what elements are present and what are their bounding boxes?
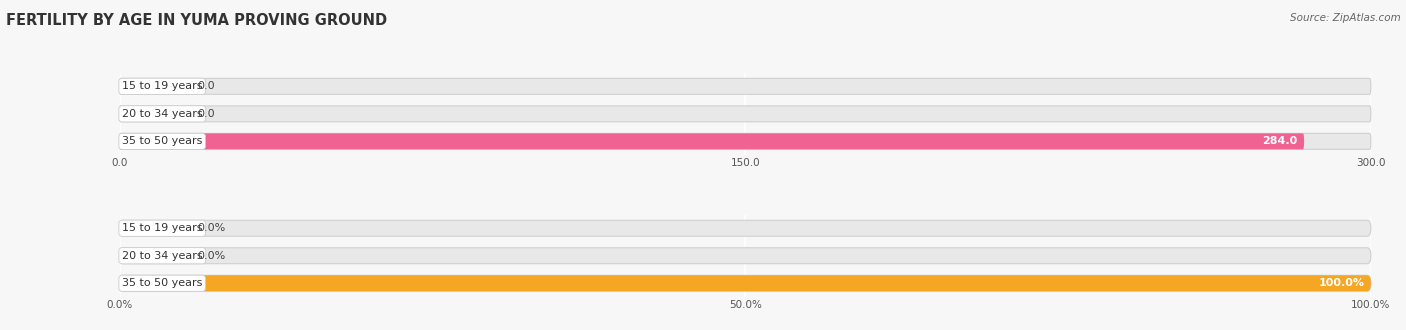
Text: 35 to 50 years: 35 to 50 years bbox=[122, 136, 202, 146]
Text: 20 to 34 years: 20 to 34 years bbox=[122, 109, 202, 119]
FancyBboxPatch shape bbox=[120, 220, 183, 236]
Text: 0.0%: 0.0% bbox=[197, 223, 225, 233]
FancyBboxPatch shape bbox=[120, 133, 1305, 149]
Text: 15 to 19 years: 15 to 19 years bbox=[122, 223, 202, 233]
FancyBboxPatch shape bbox=[120, 133, 1371, 149]
FancyBboxPatch shape bbox=[120, 248, 1371, 264]
Text: FERTILITY BY AGE IN YUMA PROVING GROUND: FERTILITY BY AGE IN YUMA PROVING GROUND bbox=[6, 13, 387, 28]
Text: 35 to 50 years: 35 to 50 years bbox=[122, 278, 202, 288]
FancyBboxPatch shape bbox=[120, 275, 1371, 291]
FancyBboxPatch shape bbox=[120, 78, 183, 94]
FancyBboxPatch shape bbox=[120, 248, 183, 264]
FancyBboxPatch shape bbox=[120, 106, 183, 122]
FancyBboxPatch shape bbox=[120, 106, 1371, 122]
Text: 0.0: 0.0 bbox=[197, 109, 215, 119]
Text: Source: ZipAtlas.com: Source: ZipAtlas.com bbox=[1289, 13, 1400, 23]
Text: 0.0%: 0.0% bbox=[197, 251, 225, 261]
Text: 15 to 19 years: 15 to 19 years bbox=[122, 82, 202, 91]
FancyBboxPatch shape bbox=[120, 220, 1371, 236]
Text: 0.0: 0.0 bbox=[197, 82, 215, 91]
Text: 284.0: 284.0 bbox=[1263, 136, 1298, 146]
FancyBboxPatch shape bbox=[120, 78, 1371, 94]
Text: 20 to 34 years: 20 to 34 years bbox=[122, 251, 202, 261]
Text: 100.0%: 100.0% bbox=[1319, 278, 1365, 288]
FancyBboxPatch shape bbox=[120, 275, 1371, 291]
